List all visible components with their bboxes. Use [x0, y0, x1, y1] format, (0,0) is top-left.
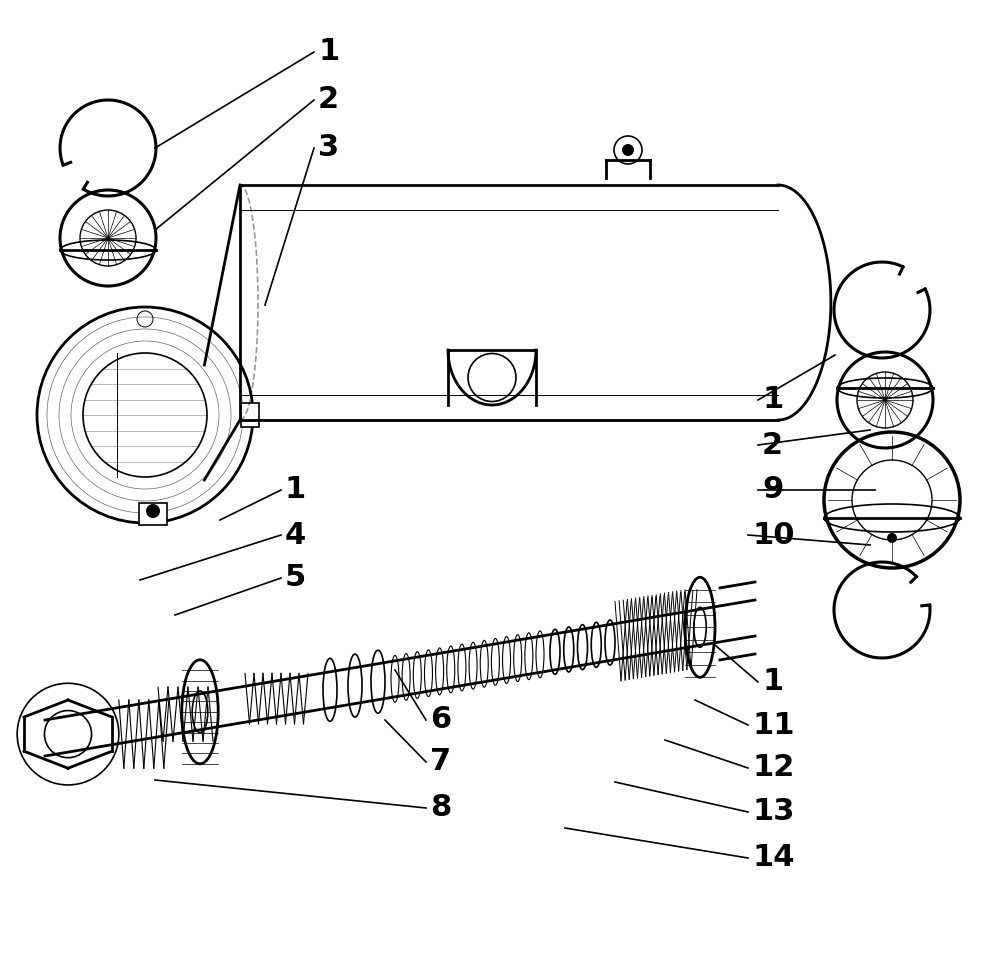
Text: 8: 8 — [430, 794, 451, 823]
Text: 1: 1 — [285, 475, 306, 504]
Text: 14: 14 — [752, 843, 794, 872]
Text: 2: 2 — [762, 431, 783, 460]
Text: 12: 12 — [752, 753, 794, 782]
Text: 1: 1 — [762, 668, 783, 697]
Text: 9: 9 — [762, 475, 783, 504]
Text: 7: 7 — [430, 747, 451, 776]
Text: 1: 1 — [318, 38, 339, 67]
FancyBboxPatch shape — [139, 503, 167, 525]
FancyBboxPatch shape — [241, 403, 259, 427]
Text: 3: 3 — [318, 134, 339, 163]
Circle shape — [887, 533, 897, 543]
Text: 4: 4 — [285, 521, 306, 550]
Text: 6: 6 — [430, 706, 451, 735]
Text: 13: 13 — [752, 798, 794, 827]
Text: 2: 2 — [318, 85, 339, 114]
Text: 10: 10 — [752, 521, 794, 550]
Text: 1: 1 — [762, 385, 783, 414]
Circle shape — [146, 504, 160, 518]
Text: 5: 5 — [285, 563, 306, 592]
Circle shape — [622, 144, 634, 156]
Text: 11: 11 — [752, 711, 794, 740]
